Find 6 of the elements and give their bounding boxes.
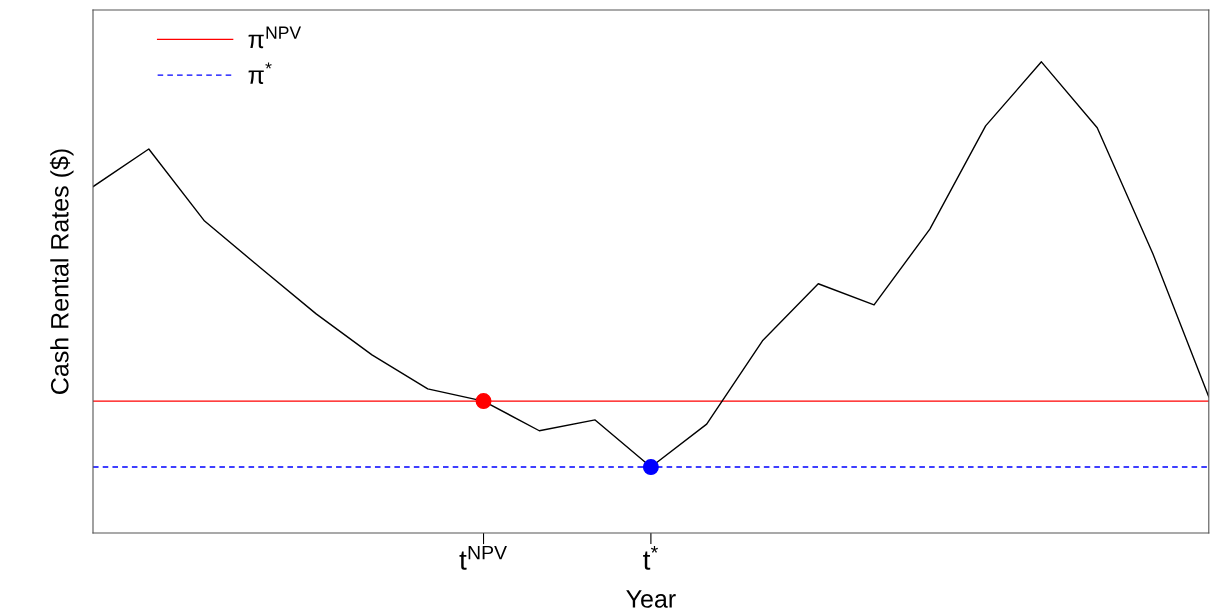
x-tick-label: t$^{*}$ xyxy=(643,545,658,570)
x-axis-title: Year xyxy=(626,590,676,608)
legend-label: π$^{NPV}$ xyxy=(248,26,302,49)
x-tick-label: t$^{NPV}$ xyxy=(459,545,507,570)
y-axis-title: Cash Rental Rates ($) xyxy=(49,149,74,394)
legend-label: π$^{*}$ xyxy=(248,62,272,84)
